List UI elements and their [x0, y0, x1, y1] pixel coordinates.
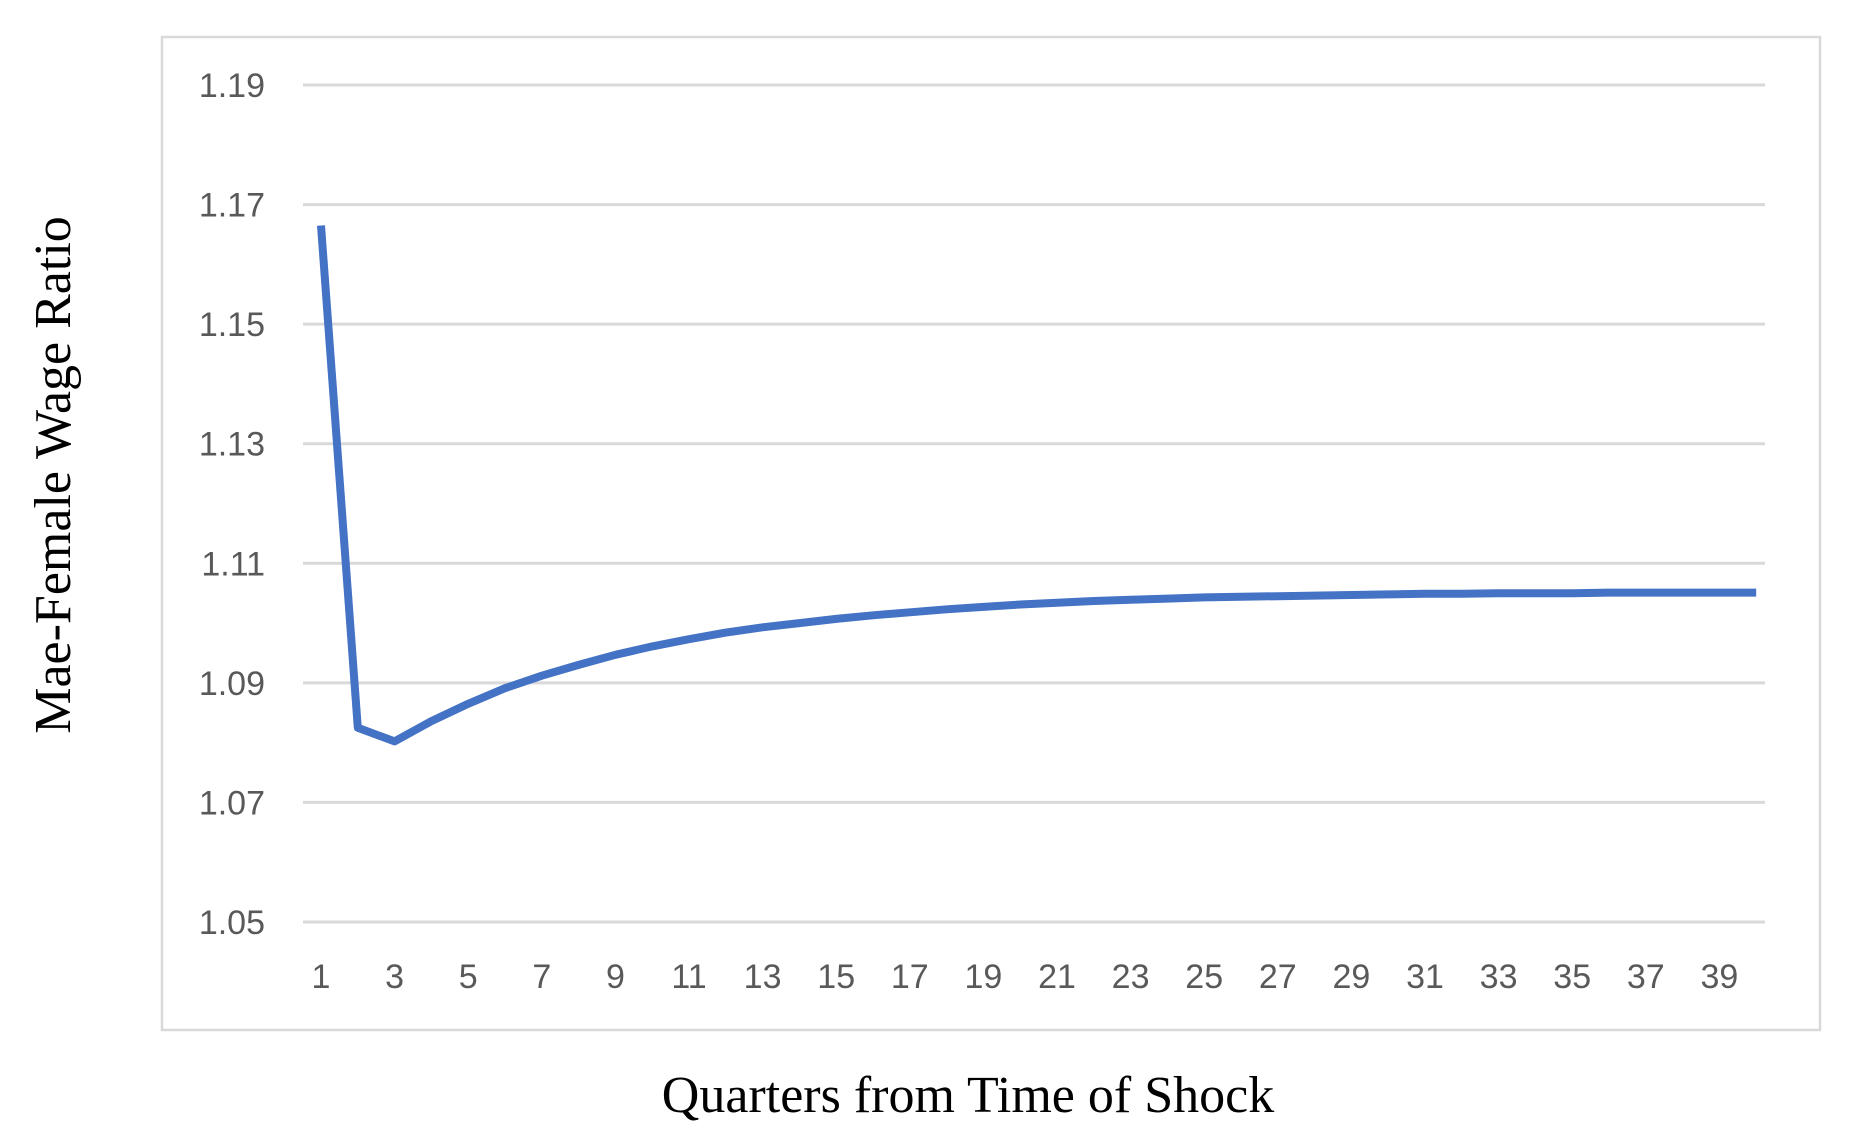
x-tick-label: 13 [744, 958, 782, 996]
x-tick-label: 25 [1185, 958, 1223, 996]
x-tick-label: 31 [1406, 958, 1444, 996]
x-tick-label: 35 [1553, 958, 1591, 996]
x-tick-label: 21 [1038, 958, 1076, 996]
x-tick-label: 15 [817, 958, 855, 996]
y-axis-tick-labels: 1.19 1.17 1.15 1.13 1.11 1.09 1.07 1.05 [199, 67, 265, 942]
x-tick-label: 23 [1112, 958, 1150, 996]
x-tick-label: 9 [606, 958, 625, 996]
x-tick-label: 29 [1332, 958, 1370, 996]
y-tick-label: 1.13 [199, 426, 265, 464]
gridlines [303, 83, 1765, 924]
x-tick-label: 3 [385, 958, 404, 996]
y-tick-label: 1.09 [199, 665, 265, 703]
x-tick-label: 33 [1480, 958, 1518, 996]
x-tick-label: 1 [312, 958, 331, 996]
x-tick-label: 17 [891, 958, 929, 996]
chart-area-border [160, 35, 1822, 1032]
x-tick-label: 19 [964, 958, 1002, 996]
x-tick-label: 39 [1700, 958, 1738, 996]
x-tick-label: 7 [532, 958, 551, 996]
series-line [317, 225, 1757, 746]
y-axis-title: Mae-Female Wage Ratio [25, 216, 82, 734]
x-axis-title: Quarters from Time of Shock [662, 1067, 1274, 1124]
y-tick-label: 1.11 [201, 545, 265, 583]
x-tick-label: 37 [1627, 958, 1665, 996]
y-tick-label: 1.15 [199, 306, 265, 344]
x-axis-tick-labels: 1 3 5 7 9 11 13 15 17 19 21 23 25 27 29 31 33 35 37 39 [312, 958, 1739, 996]
series-layer [317, 225, 1757, 746]
x-tick-label: 5 [459, 958, 478, 996]
y-tick-label: 1.17 [199, 187, 265, 225]
y-tick-label: 1.07 [199, 784, 265, 822]
y-tick-label: 1.19 [199, 67, 265, 105]
x-tick-label: 11 [671, 958, 706, 996]
y-tick-label: 1.05 [199, 904, 265, 942]
x-tick-label: 27 [1259, 958, 1297, 996]
